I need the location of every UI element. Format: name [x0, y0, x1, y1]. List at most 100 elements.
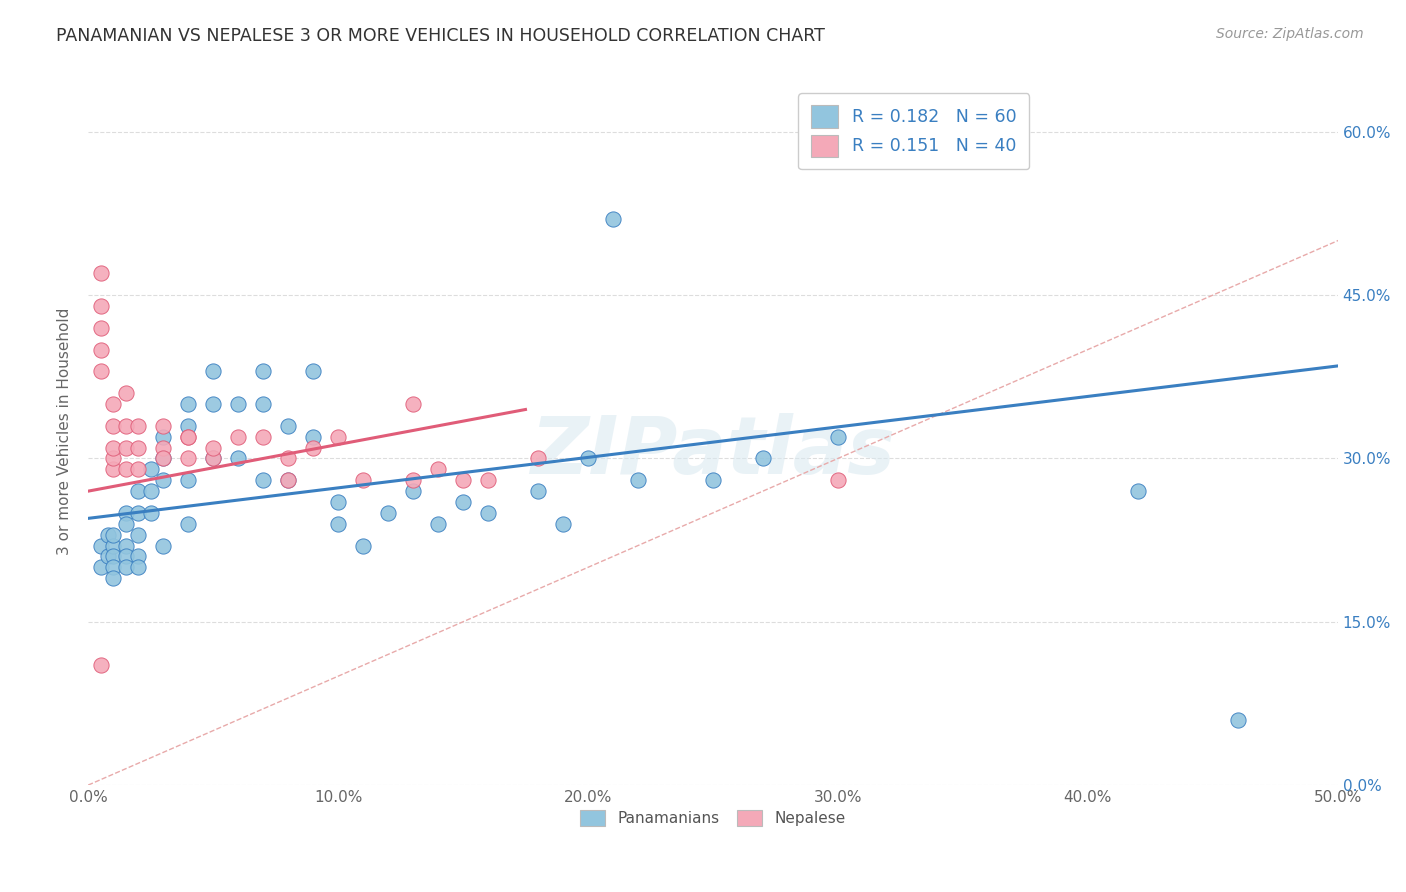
Point — [177, 430, 200, 444]
Point — [152, 451, 174, 466]
Point — [127, 462, 149, 476]
Point — [114, 539, 136, 553]
Point — [827, 473, 849, 487]
Point — [202, 397, 225, 411]
Point — [152, 430, 174, 444]
Point — [114, 441, 136, 455]
Point — [114, 386, 136, 401]
Point — [326, 516, 349, 531]
Point — [177, 473, 200, 487]
Point — [1126, 484, 1149, 499]
Point — [101, 397, 124, 411]
Point — [302, 441, 325, 455]
Point — [576, 451, 599, 466]
Point — [277, 418, 299, 433]
Point — [101, 549, 124, 564]
Point — [226, 397, 249, 411]
Point — [377, 506, 399, 520]
Point — [97, 549, 120, 564]
Point — [90, 267, 112, 281]
Point — [90, 299, 112, 313]
Point — [90, 560, 112, 574]
Point — [702, 473, 724, 487]
Point — [127, 527, 149, 541]
Point — [827, 430, 849, 444]
Point — [152, 451, 174, 466]
Point — [527, 484, 550, 499]
Point — [139, 462, 162, 476]
Point — [477, 473, 499, 487]
Point — [90, 658, 112, 673]
Point — [101, 571, 124, 585]
Point — [252, 473, 274, 487]
Point — [127, 560, 149, 574]
Point — [101, 527, 124, 541]
Point — [114, 506, 136, 520]
Point — [551, 516, 574, 531]
Point — [277, 451, 299, 466]
Point — [202, 441, 225, 455]
Point — [114, 516, 136, 531]
Point — [226, 451, 249, 466]
Point — [202, 451, 225, 466]
Point — [114, 549, 136, 564]
Point — [302, 430, 325, 444]
Point — [101, 560, 124, 574]
Point — [427, 516, 450, 531]
Point — [177, 397, 200, 411]
Text: Source: ZipAtlas.com: Source: ZipAtlas.com — [1216, 27, 1364, 41]
Point — [326, 430, 349, 444]
Point — [177, 516, 200, 531]
Point — [252, 364, 274, 378]
Point — [127, 549, 149, 564]
Point — [202, 451, 225, 466]
Point — [302, 364, 325, 378]
Point — [127, 418, 149, 433]
Point — [277, 473, 299, 487]
Point — [427, 462, 450, 476]
Point — [402, 397, 425, 411]
Text: PANAMANIAN VS NEPALESE 3 OR MORE VEHICLES IN HOUSEHOLD CORRELATION CHART: PANAMANIAN VS NEPALESE 3 OR MORE VEHICLE… — [56, 27, 825, 45]
Point — [127, 441, 149, 455]
Point — [752, 451, 775, 466]
Point — [97, 527, 120, 541]
Point — [101, 539, 124, 553]
Point — [114, 462, 136, 476]
Point — [127, 484, 149, 499]
Point — [451, 495, 474, 509]
Point — [352, 473, 374, 487]
Point — [477, 506, 499, 520]
Point — [177, 418, 200, 433]
Point — [252, 430, 274, 444]
Point — [226, 430, 249, 444]
Point — [90, 343, 112, 357]
Point — [101, 451, 124, 466]
Point — [326, 495, 349, 509]
Point — [101, 462, 124, 476]
Point — [527, 451, 550, 466]
Point — [152, 441, 174, 455]
Point — [90, 364, 112, 378]
Point — [402, 473, 425, 487]
Point — [352, 539, 374, 553]
Point — [177, 430, 200, 444]
Point — [139, 484, 162, 499]
Point — [602, 211, 624, 226]
Point — [90, 321, 112, 335]
Y-axis label: 3 or more Vehicles in Household: 3 or more Vehicles in Household — [58, 308, 72, 555]
Point — [152, 473, 174, 487]
Point — [127, 506, 149, 520]
Point — [101, 441, 124, 455]
Point — [139, 506, 162, 520]
Text: ZIPatlas: ZIPatlas — [530, 414, 896, 491]
Point — [114, 560, 136, 574]
Point — [1226, 713, 1249, 727]
Point — [177, 451, 200, 466]
Point — [451, 473, 474, 487]
Point — [627, 473, 650, 487]
Point — [114, 418, 136, 433]
Legend: Panamanians, Nepalese: Panamanians, Nepalese — [572, 803, 853, 834]
Point — [402, 484, 425, 499]
Point — [90, 539, 112, 553]
Point — [152, 539, 174, 553]
